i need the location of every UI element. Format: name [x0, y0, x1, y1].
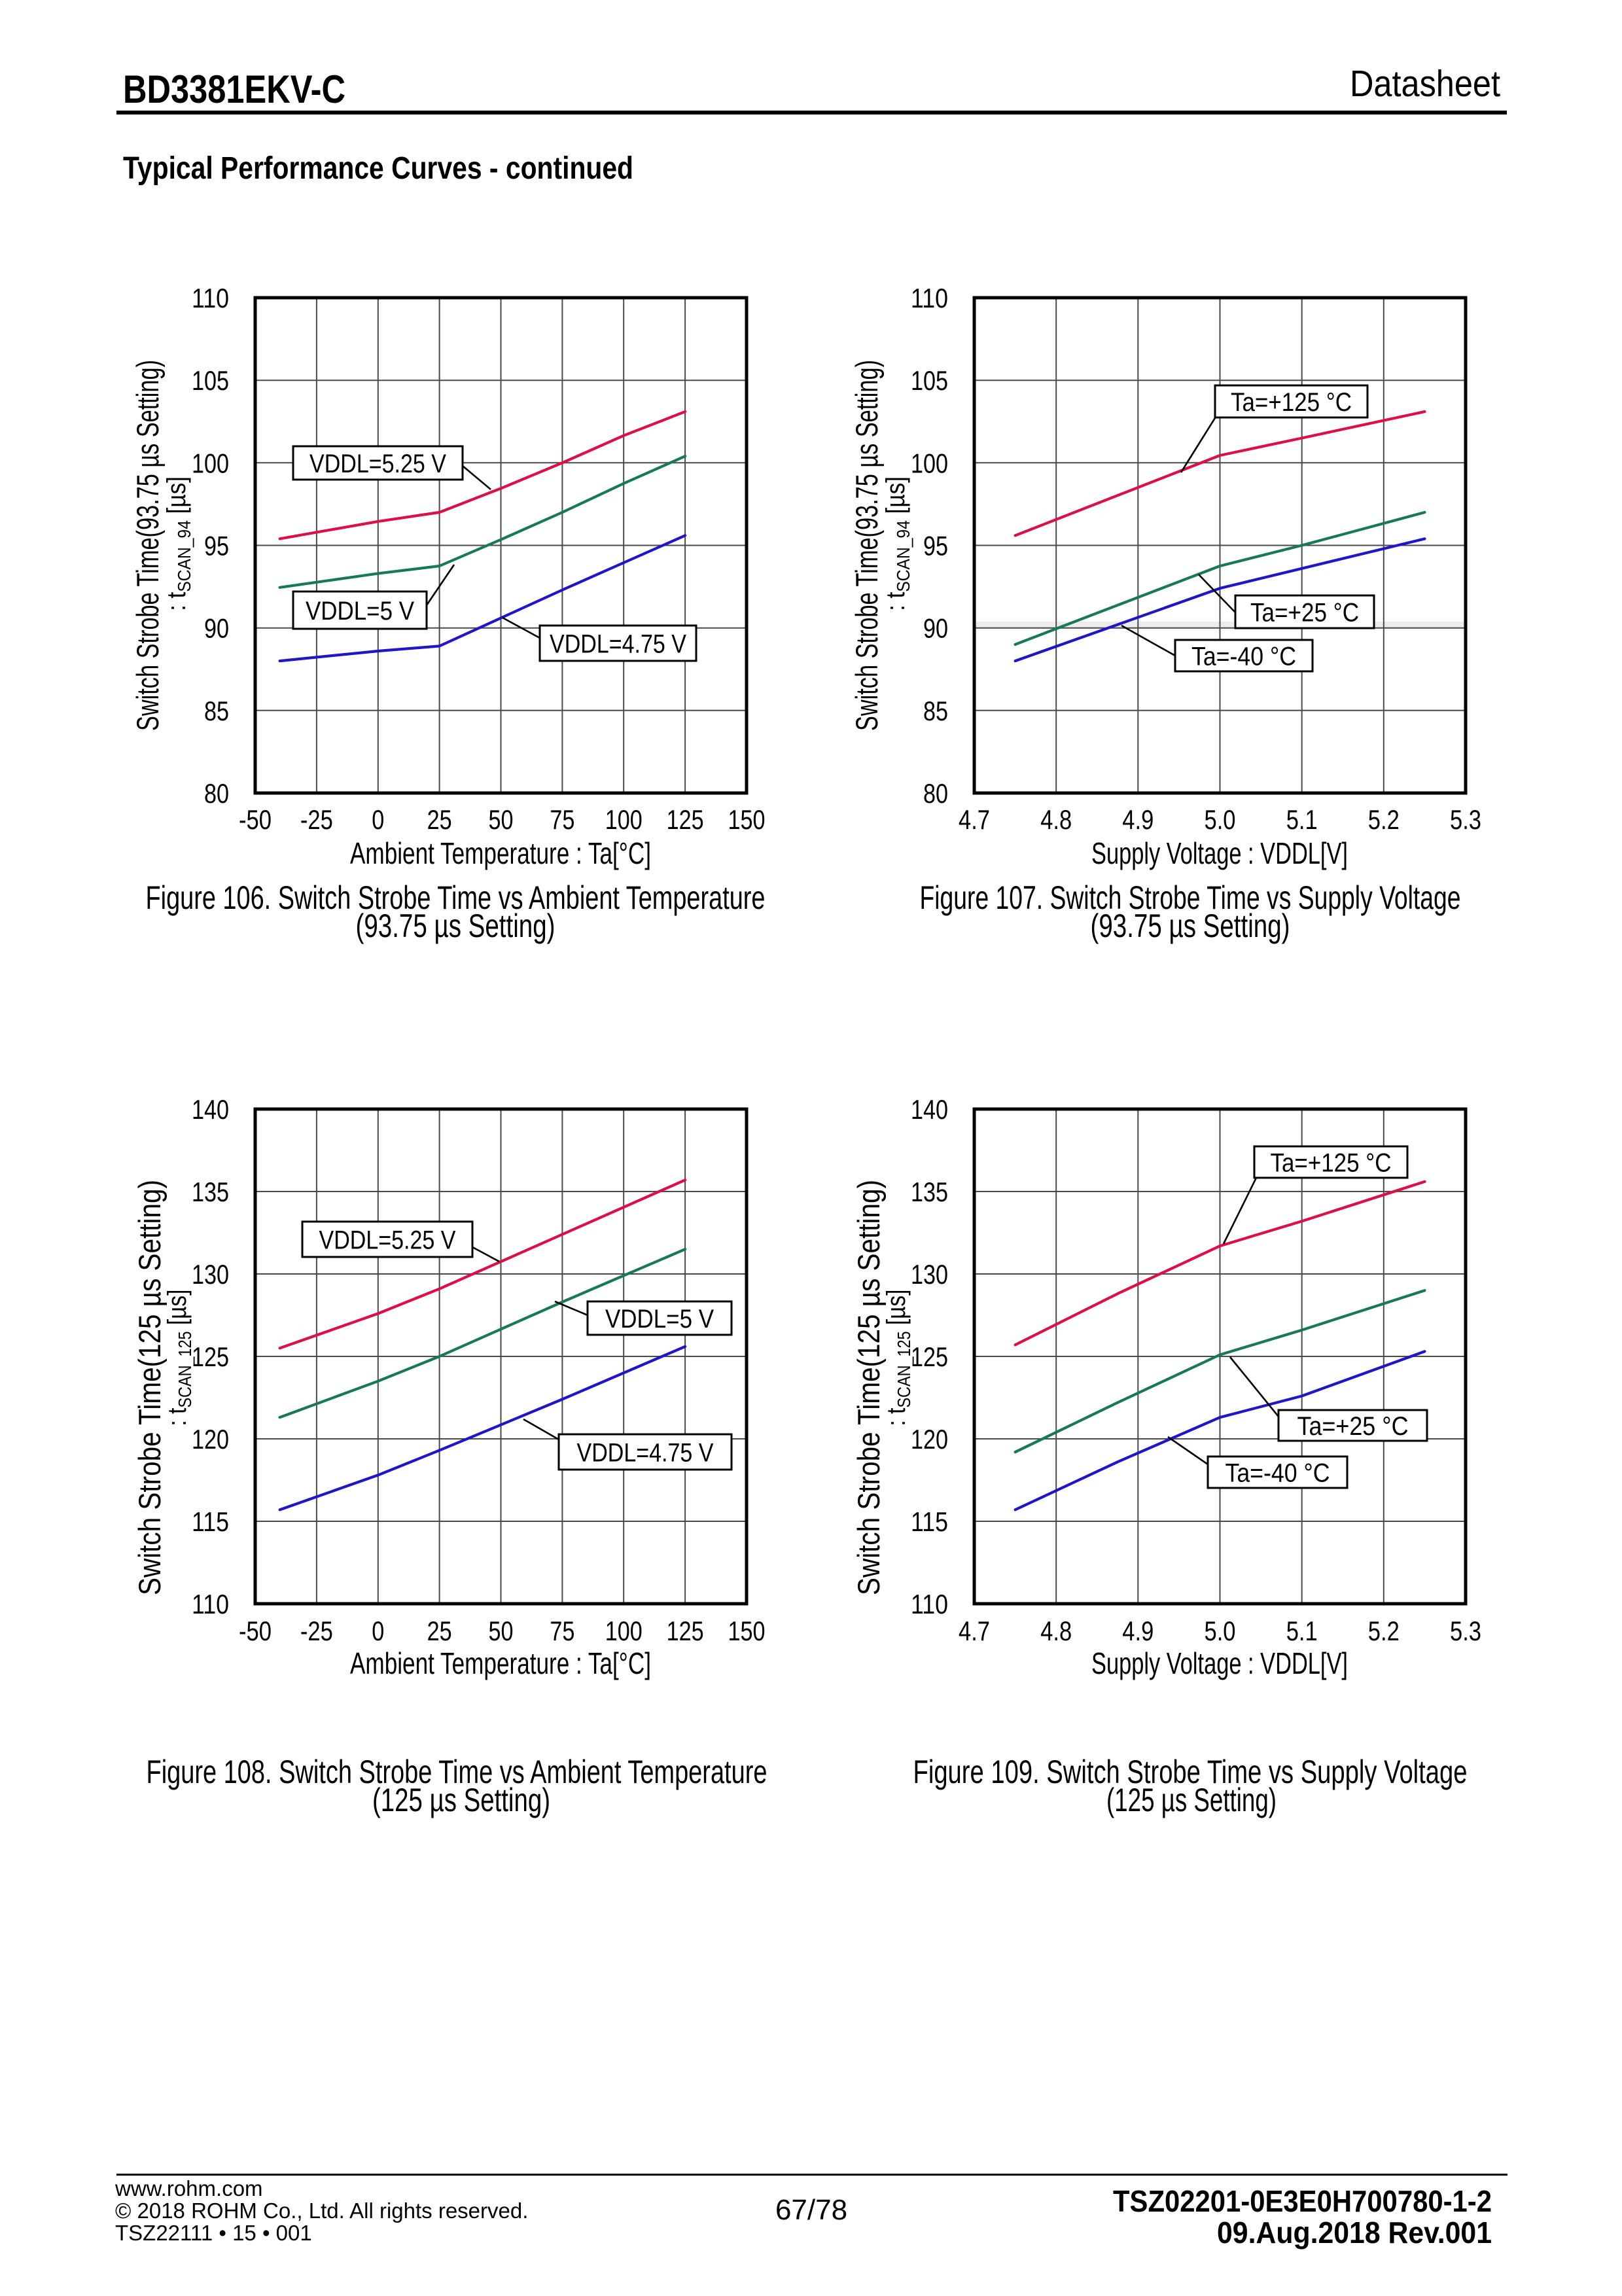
svg-text:90: 90	[204, 613, 229, 644]
svg-text:25: 25	[427, 1616, 452, 1646]
svg-text:Ta=+25 °C: Ta=+25 °C	[1297, 1412, 1409, 1441]
svg-text:Supply Voltage : VDDL[V]: Supply Voltage : VDDL[V]	[1091, 1646, 1348, 1680]
svg-text:105: 105	[192, 365, 229, 396]
svg-text:Ta=-40 °C: Ta=-40 °C	[1191, 642, 1296, 671]
svg-text:(93.75 µs Setting): (93.75 µs Setting)	[356, 908, 555, 944]
svg-text:100: 100	[605, 804, 643, 835]
svg-text:80: 80	[923, 778, 948, 809]
svg-text:09.Aug.2018 Rev.001: 09.Aug.2018 Rev.001	[1217, 2216, 1492, 2250]
svg-text:Ta=+125 °C: Ta=+125 °C	[1271, 1148, 1392, 1177]
svg-text:4.9: 4.9	[1122, 1616, 1154, 1646]
svg-text:Figure 108. Switch Strobe Time: Figure 108. Switch Strobe Time vs Ambien…	[147, 1754, 767, 1790]
svg-text:100: 100	[192, 448, 229, 478]
svg-text:Ta=-40 °C: Ta=-40 °C	[1225, 1458, 1330, 1487]
svg-text:Switch Strobe Time(125 µs Sett: Switch Strobe Time(125 µs Setting)	[132, 1180, 167, 1595]
svg-text:95: 95	[204, 531, 229, 561]
svg-text:www.rohm.com: www.rohm.com	[115, 2176, 263, 2200]
svg-text:Ta=+125 °C: Ta=+125 °C	[1231, 388, 1352, 417]
svg-text:4.9: 4.9	[1122, 804, 1154, 835]
svg-text:-50: -50	[239, 804, 272, 835]
svg-text:Figure 106. Switch Strobe Time: Figure 106. Switch Strobe Time vs Ambien…	[146, 879, 766, 916]
svg-text:5.3: 5.3	[1450, 1616, 1481, 1646]
svg-text:85: 85	[204, 696, 229, 726]
svg-text:5.0: 5.0	[1205, 804, 1236, 835]
svg-text:105: 105	[911, 365, 948, 396]
svg-text:Typical Performance Curves - c: Typical Performance Curves - continued	[123, 151, 633, 186]
svg-text:VDDL=5 V: VDDL=5 V	[605, 1305, 714, 1333]
svg-text:125: 125	[667, 804, 704, 835]
svg-text:0: 0	[372, 1616, 384, 1646]
svg-text:VDDL=4.75 V: VDDL=4.75 V	[577, 1438, 714, 1467]
svg-text:: tSCAN_125 [µs]: : tSCAN_125 [µs]	[881, 1290, 914, 1426]
svg-text:4.7: 4.7	[959, 1616, 990, 1646]
svg-text:5.2: 5.2	[1368, 1616, 1400, 1646]
svg-text:5.2: 5.2	[1368, 804, 1400, 835]
svg-text:110: 110	[911, 1589, 948, 1619]
svg-text:125: 125	[911, 1341, 948, 1372]
svg-text:-25: -25	[300, 1616, 333, 1646]
svg-text:4.8: 4.8	[1040, 804, 1072, 835]
svg-text:Switch Strobe Time(93.75 µs Se: Switch Strobe Time(93.75 µs Setting)	[849, 360, 884, 731]
svg-text:Switch Strobe Time(93.75 µs Se: Switch Strobe Time(93.75 µs Setting)	[130, 360, 165, 731]
svg-text:80: 80	[204, 778, 229, 809]
svg-text:Figure 109. Switch Strobe Time: Figure 109. Switch Strobe Time vs Supply…	[913, 1754, 1468, 1790]
svg-text:90: 90	[923, 613, 948, 644]
svg-text:4.8: 4.8	[1040, 1616, 1072, 1646]
svg-text:Datasheet: Datasheet	[1350, 63, 1500, 105]
svg-text:Switch Strobe Time(125 µs Sett: Switch Strobe Time(125 µs Setting)	[851, 1180, 886, 1595]
svg-text:-25: -25	[300, 804, 333, 835]
svg-text:75: 75	[550, 804, 574, 835]
svg-text:130: 130	[192, 1259, 229, 1290]
svg-text:100: 100	[911, 448, 948, 478]
svg-text:125: 125	[192, 1341, 229, 1372]
svg-text:5.1: 5.1	[1286, 804, 1318, 835]
svg-text:BD3381EKV-C: BD3381EKV-C	[123, 67, 345, 111]
svg-text:135: 135	[911, 1176, 948, 1207]
svg-text:150: 150	[728, 1616, 766, 1646]
svg-text:5.1: 5.1	[1286, 1616, 1318, 1646]
svg-text:125: 125	[667, 1616, 704, 1646]
svg-text:TSZ22111 • 15 • 001: TSZ22111 • 15 • 001	[115, 2221, 312, 2245]
svg-text:(125 µs Setting): (125 µs Setting)	[1106, 1782, 1277, 1818]
svg-text:-50: -50	[239, 1616, 272, 1646]
svg-text:Figure 107. Switch Strobe Time: Figure 107. Switch Strobe Time vs Supply…	[920, 879, 1461, 916]
svg-text:110: 110	[192, 1589, 229, 1619]
svg-text:VDDL=5 V: VDDL=5 V	[306, 597, 414, 626]
svg-text:5.0: 5.0	[1205, 1616, 1236, 1646]
svg-text:50: 50	[489, 1616, 514, 1646]
svg-text:135: 135	[192, 1176, 229, 1207]
svg-text:140: 140	[911, 1094, 948, 1125]
svg-text:25: 25	[427, 804, 452, 835]
svg-text:© 2018 ROHM Co., Ltd. All righ: © 2018 ROHM Co., Ltd. All rights reserve…	[115, 2199, 528, 2223]
svg-text:130: 130	[911, 1259, 948, 1290]
svg-text:110: 110	[192, 283, 229, 313]
svg-text:Ambient Temperature : Ta[°C]: Ambient Temperature : Ta[°C]	[350, 1646, 651, 1680]
svg-text:140: 140	[192, 1094, 229, 1125]
svg-text:Ambient Temperature : Ta[°C]: Ambient Temperature : Ta[°C]	[350, 836, 651, 870]
svg-text:75: 75	[550, 1616, 574, 1646]
svg-text:VDDL=5.25 V: VDDL=5.25 V	[309, 450, 446, 478]
svg-text:0: 0	[372, 804, 384, 835]
svg-text:115: 115	[192, 1506, 229, 1537]
svg-text:120: 120	[192, 1424, 229, 1455]
svg-text:67/78: 67/78	[775, 2194, 847, 2226]
svg-text:85: 85	[923, 696, 948, 726]
svg-text:115: 115	[911, 1506, 948, 1537]
svg-text:VDDL=4.75 V: VDDL=4.75 V	[550, 629, 686, 658]
svg-text:VDDL=5.25 V: VDDL=5.25 V	[319, 1226, 456, 1254]
svg-text:150: 150	[728, 804, 766, 835]
svg-text:Ta=+25 °C: Ta=+25 °C	[1250, 598, 1359, 627]
svg-text:TSZ02201-0E3E0H700780-1-2: TSZ02201-0E3E0H700780-1-2	[1113, 2184, 1492, 2218]
svg-text:4.7: 4.7	[959, 804, 990, 835]
svg-text:50: 50	[489, 804, 514, 835]
svg-text:(125 µs Setting): (125 µs Setting)	[372, 1782, 550, 1818]
svg-text:Supply Voltage : VDDL[V]: Supply Voltage : VDDL[V]	[1091, 836, 1348, 870]
svg-text:95: 95	[923, 531, 948, 561]
svg-text:110: 110	[911, 283, 948, 313]
svg-text:(93.75 µs Setting): (93.75 µs Setting)	[1091, 908, 1290, 944]
svg-text:100: 100	[605, 1616, 643, 1646]
svg-text:120: 120	[911, 1424, 948, 1455]
svg-text:5.3: 5.3	[1450, 804, 1481, 835]
svg-text:: tSCAN_125 [µs]: : tSCAN_125 [µs]	[162, 1290, 195, 1426]
